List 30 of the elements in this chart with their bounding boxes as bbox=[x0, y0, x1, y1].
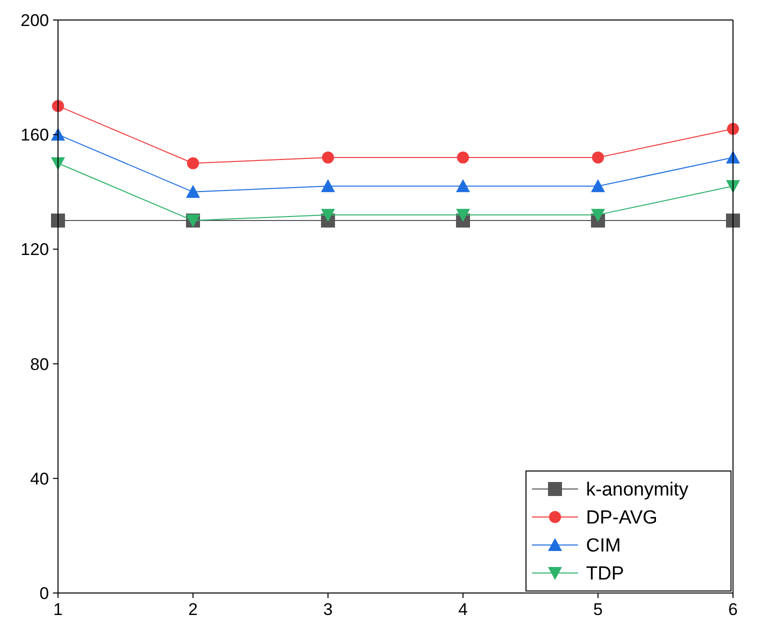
x-tick-label: 5 bbox=[593, 600, 603, 619]
legend-label: k-anonymity bbox=[586, 480, 689, 501]
x-tick-label: 4 bbox=[458, 600, 468, 619]
y-tick-label: 160 bbox=[20, 126, 49, 145]
point bbox=[187, 157, 199, 170]
legend-label: DP-AVG bbox=[586, 508, 658, 529]
legend-label: CIM bbox=[586, 536, 621, 557]
point bbox=[186, 184, 200, 198]
y-tick-label: 80 bbox=[30, 354, 49, 374]
point bbox=[456, 179, 470, 192]
point bbox=[52, 100, 64, 112]
point bbox=[592, 152, 604, 164]
point bbox=[591, 208, 605, 222]
x-tick-label: 6 bbox=[728, 600, 738, 619]
point bbox=[321, 208, 335, 222]
point bbox=[322, 152, 334, 164]
x-tick-label: 1 bbox=[53, 600, 63, 619]
point bbox=[51, 214, 65, 228]
point bbox=[591, 179, 605, 192]
y-tick-label: 120 bbox=[20, 240, 49, 260]
point bbox=[456, 208, 470, 222]
y-tick-label: 0 bbox=[40, 584, 49, 603]
legend-label: TDP bbox=[586, 564, 624, 585]
y-tick-label: 40 bbox=[30, 469, 49, 488]
point bbox=[457, 152, 469, 164]
x-tick-label: 2 bbox=[188, 600, 198, 619]
point bbox=[321, 179, 335, 192]
y-tick-label: 200 bbox=[20, 10, 49, 30]
point bbox=[726, 214, 740, 228]
x-tick-label: 3 bbox=[323, 600, 333, 619]
